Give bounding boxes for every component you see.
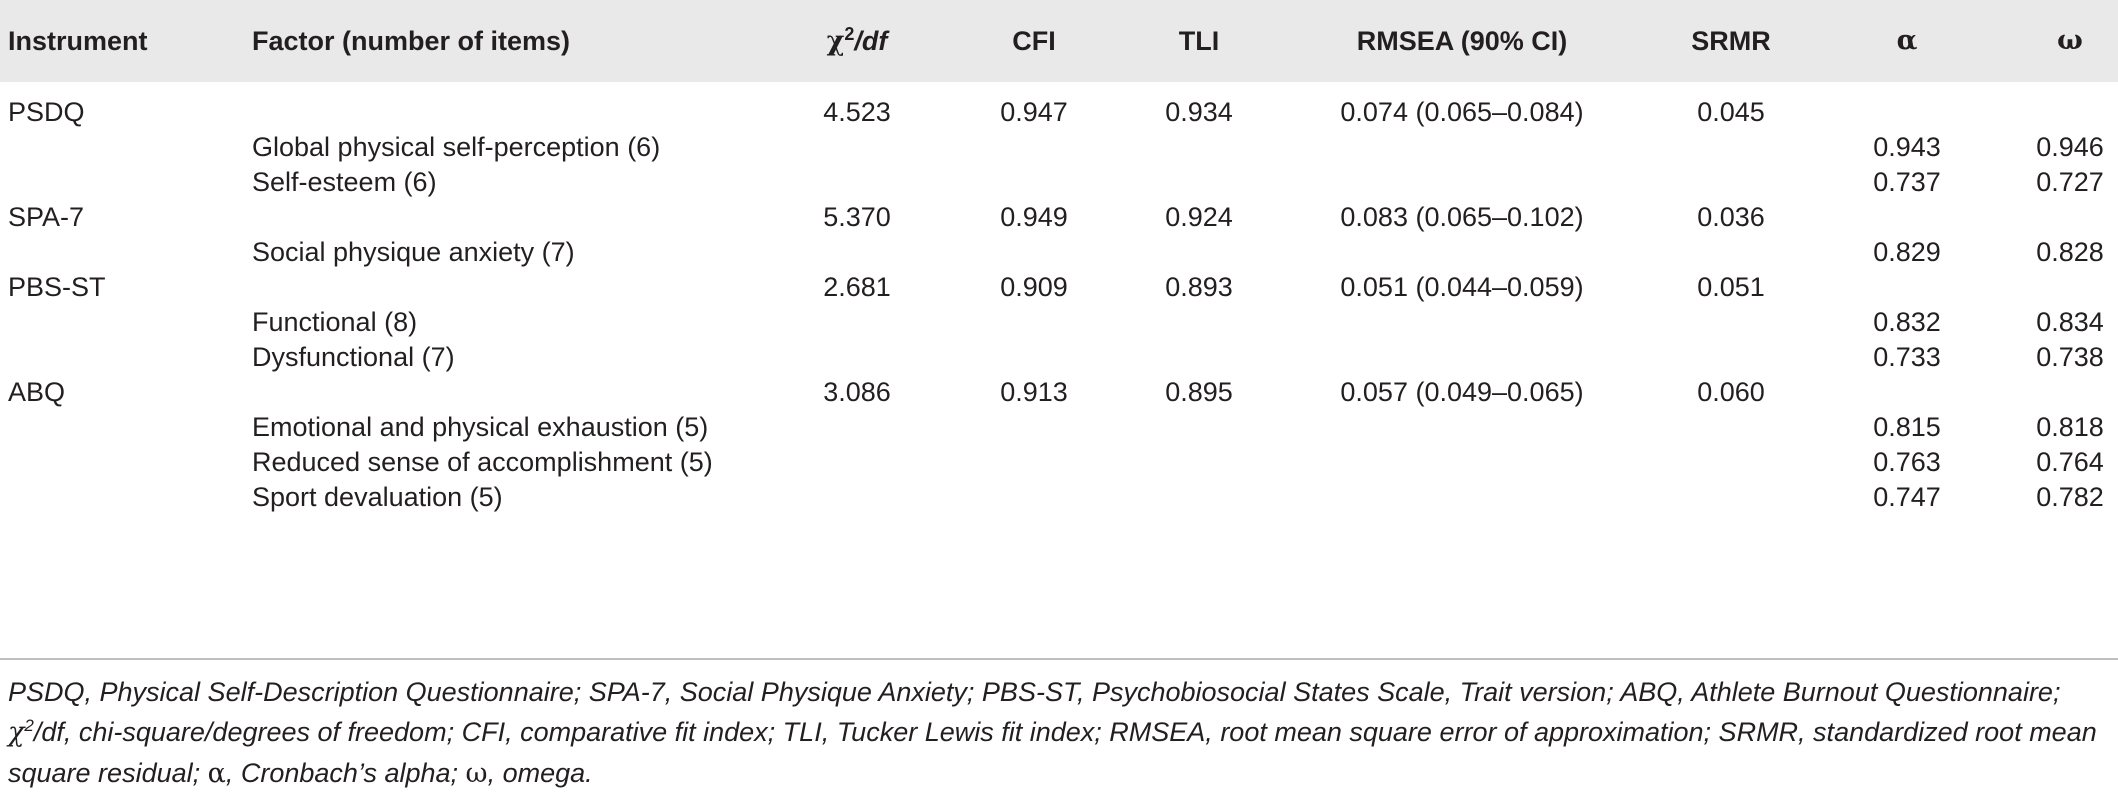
chi-symbol: χ [826, 26, 845, 57]
header-chi-square-df: χ2/df [827, 24, 888, 59]
cell-cfi: 0.913 [1000, 377, 1068, 407]
cell-factor: Functional (8) [252, 307, 418, 337]
cell-instrument: PSDQ [8, 97, 85, 127]
cell-factor: Global physical self-perception (6) [252, 132, 661, 162]
header-cfi: CFI [1012, 26, 1056, 56]
cell-alpha: 0.815 [1873, 412, 1941, 442]
cell-omega: 0.738 [2036, 342, 2104, 372]
table-header-row [0, 0, 2118, 82]
footnote-chi-symbol: χ [8, 717, 25, 748]
footnote-abbreviations: PSDQ, Physical Self-Description Question… [8, 677, 2061, 707]
cell-factor: Sport devaluation (5) [252, 482, 503, 512]
cell-chi: 3.086 [823, 377, 891, 407]
footnote-omega-symbol: ω [465, 758, 488, 789]
df-label: /df [854, 26, 888, 56]
header-factor: Factor (number of items) [252, 26, 571, 56]
footnote-fit-indices: /df, chi-square/degrees of freedom; CFI,… [8, 717, 2097, 788]
cell-factor: Reduced sense of accomplishment (5) [252, 447, 713, 477]
chi-superscript: 2 [844, 24, 855, 44]
header-srmr: SRMR [1691, 26, 1771, 56]
cell-rmsea: 0.083 (0.065–0.102) [1340, 202, 1584, 232]
cell-omega: 0.727 [2036, 167, 2104, 197]
cell-instrument: PBS-ST [8, 272, 106, 302]
cell-alpha: 0.829 [1873, 237, 1941, 267]
cell-omega: 0.764 [2036, 447, 2104, 477]
header-tli: TLI [1178, 26, 1220, 56]
cell-instrument: SPA-7 [8, 202, 85, 232]
footnote-alpha-symbol: α [207, 758, 226, 789]
footnote-omega-text: , omega. [487, 758, 593, 788]
header-omega: ω [2057, 25, 2083, 56]
cell-omega: 0.946 [2036, 132, 2104, 162]
cell-srmr: 0.051 [1697, 272, 1765, 302]
cell-factor: Self-esteem (6) [252, 167, 437, 197]
table-footnote: PSDQ, Physical Self-Description Question… [8, 672, 2112, 794]
cell-cfi: 0.949 [1000, 202, 1068, 232]
cell-factor: Emotional and physical exhaustion (5) [252, 412, 709, 442]
cell-chi: 5.370 [823, 202, 891, 232]
cell-cfi: 0.909 [1000, 272, 1068, 302]
cell-srmr: 0.045 [1697, 97, 1765, 127]
header-instrument: Instrument [8, 26, 148, 56]
cell-alpha: 0.763 [1873, 447, 1941, 477]
cell-alpha: 0.737 [1873, 167, 1941, 197]
cell-alpha: 0.747 [1873, 482, 1941, 512]
cell-rmsea: 0.074 (0.065–0.084) [1340, 97, 1584, 127]
cell-cfi: 0.947 [1000, 97, 1068, 127]
cell-omega: 0.834 [2036, 307, 2104, 337]
cell-srmr: 0.036 [1697, 202, 1765, 232]
header-alpha: α [1896, 25, 1918, 56]
cell-tli: 0.924 [1165, 202, 1233, 232]
footnote-chi-superscript: 2 [24, 716, 34, 735]
cell-alpha: 0.733 [1873, 342, 1941, 372]
cell-chi: 2.681 [823, 272, 891, 302]
cell-alpha: 0.943 [1873, 132, 1941, 162]
cell-omega: 0.828 [2036, 237, 2104, 267]
cell-tli: 0.893 [1165, 272, 1233, 302]
cell-omega: 0.818 [2036, 412, 2104, 442]
cell-tli: 0.934 [1165, 97, 1233, 127]
cell-chi: 4.523 [823, 97, 891, 127]
cell-instrument: ABQ [8, 377, 66, 407]
cell-omega: 0.782 [2036, 482, 2104, 512]
table-bottom-rule [0, 658, 2118, 660]
cell-alpha: 0.832 [1873, 307, 1941, 337]
cell-rmsea: 0.051 (0.044–0.059) [1340, 272, 1584, 302]
cell-factor: Social physique anxiety (7) [252, 237, 575, 267]
footnote-alpha-text: , Cronbach’s alpha; [225, 758, 459, 788]
cell-rmsea: 0.057 (0.049–0.065) [1340, 377, 1584, 407]
header-rmsea: RMSEA (90% CI) [1356, 26, 1568, 56]
cell-factor: Dysfunctional (7) [252, 342, 455, 372]
cell-tli: 0.895 [1165, 377, 1233, 407]
cell-srmr: 0.060 [1697, 377, 1765, 407]
